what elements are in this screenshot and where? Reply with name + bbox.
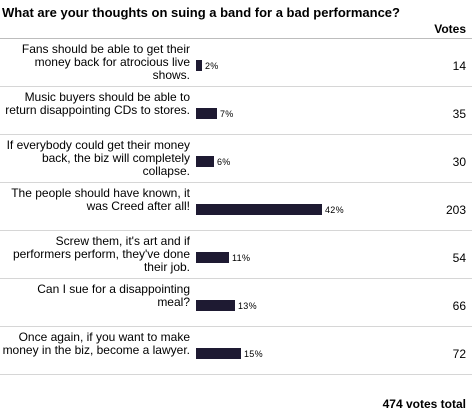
poll-row: Music buyers should be able to return di…	[0, 87, 472, 135]
row-divider	[0, 182, 472, 183]
vote-count: 72	[452, 347, 466, 361]
result-bar	[196, 348, 241, 359]
header-divider	[0, 38, 472, 39]
option-label: Screw them, it's art and if performers p…	[12, 234, 190, 274]
poll-row: Can I sue for a disappointing meal? 13% 66	[0, 279, 472, 327]
poll-row: The people should have known, it was Cre…	[0, 183, 472, 231]
poll-row: Screw them, it's art and if performers p…	[0, 231, 472, 279]
percent-label: 7%	[220, 109, 234, 119]
result-bar	[196, 108, 217, 119]
vote-count: 66	[452, 299, 466, 313]
result-bar	[196, 156, 214, 167]
option-label: Once again, if you want to make money in…	[2, 330, 190, 357]
option-label: The people should have known, it was Cre…	[11, 186, 190, 213]
row-divider	[0, 86, 472, 87]
poll-question-title: What are your thoughts on suing a band f…	[2, 5, 400, 20]
result-bar	[196, 204, 322, 215]
votes-column-header: Votes	[434, 22, 466, 36]
row-divider	[0, 134, 472, 135]
vote-count: 35	[452, 107, 466, 121]
result-bar	[196, 252, 229, 263]
row-divider	[0, 230, 472, 231]
result-bar	[196, 60, 202, 71]
percent-label: 13%	[238, 301, 257, 311]
percent-label: 15%	[244, 349, 263, 359]
option-label: Fans should be able to get their money b…	[21, 42, 190, 82]
percent-label: 2%	[205, 61, 219, 71]
result-bar	[196, 300, 235, 311]
option-label: Can I sue for a disappointing meal?	[37, 282, 190, 309]
vote-count: 203	[445, 203, 466, 217]
vote-count: 30	[452, 155, 466, 169]
option-label: If everybody could get their money back,…	[6, 138, 190, 178]
total-votes: 474 votes total	[382, 397, 466, 411]
vote-count: 54	[452, 251, 466, 265]
percent-label: 6%	[217, 157, 231, 167]
percent-label: 11%	[232, 253, 251, 263]
option-label: Music buyers should be able to return di…	[5, 90, 190, 117]
poll-row: Once again, if you want to make money in…	[0, 327, 472, 375]
percent-label: 42%	[325, 205, 344, 215]
row-divider	[0, 374, 472, 375]
row-divider	[0, 278, 472, 279]
vote-count: 14	[452, 59, 466, 73]
poll-row: If everybody could get their money back,…	[0, 135, 472, 183]
poll-row: Fans should be able to get their money b…	[0, 39, 472, 87]
row-divider	[0, 326, 472, 327]
poll-rows: Fans should be able to get their money b…	[0, 39, 472, 375]
